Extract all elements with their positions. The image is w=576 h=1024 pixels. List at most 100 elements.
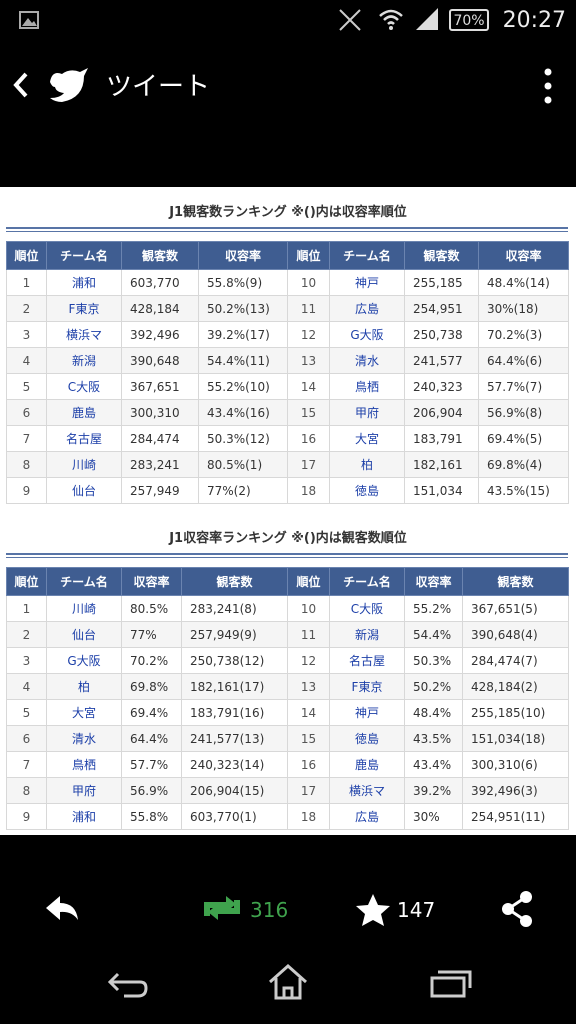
cell: 428,184(2) — [462, 673, 569, 700]
action-bar: 316 147 — [46, 891, 532, 1000]
back-button[interactable] — [13, 72, 28, 98]
cell: 367,651 — [121, 373, 199, 400]
cell: 284,474(7) — [462, 647, 569, 674]
cell: 284,474 — [121, 425, 199, 452]
row: 7 鳥栖 57.7% 240,323(14) 16 鹿島 43.4% 300,310(6) — [6, 751, 569, 778]
cell: 241,577(13) — [181, 725, 288, 752]
team-name: 名古屋 — [46, 425, 122, 452]
share-button[interactable] — [502, 891, 532, 927]
nav-home[interactable] — [269, 963, 307, 1000]
table-title: J1収容率ランキング ※()内は観客数順位 — [169, 531, 407, 546]
cell: 80.5% — [121, 595, 182, 622]
cell: 12 — [287, 321, 330, 348]
favorite-count: 147 — [397, 898, 435, 922]
team-name: 徳島 — [329, 477, 405, 504]
cell: 255,185(10) — [462, 699, 569, 726]
cell: 55.2%(10) — [198, 373, 288, 400]
team-name: 浦和 — [46, 803, 122, 830]
team-name: 仙台 — [46, 621, 122, 648]
cell: 1 — [6, 595, 47, 622]
cell: 283,241 — [121, 451, 199, 478]
retweet-button[interactable] — [204, 896, 240, 920]
cell: 54.4% — [404, 621, 463, 648]
row: 9 浦和 55.8% 603,770(1) 18 広島 30% 254,951(11) — [6, 803, 569, 830]
column-header: 収容率 — [404, 567, 463, 596]
cell: 18 — [287, 803, 330, 830]
rule — [6, 227, 568, 232]
cell: 7 — [6, 425, 47, 452]
team-name: 清水 — [329, 347, 405, 374]
team-name: 柏 — [329, 451, 405, 478]
cell: 255,185 — [404, 269, 479, 296]
cell: 16 — [287, 425, 330, 452]
clock: 20:27 — [503, 8, 566, 33]
cell: 43.4%(16) — [198, 399, 288, 426]
team-name: 鳥栖 — [46, 751, 122, 778]
cell: 43.5% — [404, 725, 463, 752]
cell: 5 — [6, 699, 47, 726]
team-name: 横浜マ — [329, 777, 405, 804]
cell: 367,651(5) — [462, 595, 569, 622]
team-name: 鹿島 — [329, 751, 405, 778]
column-header: 観客数 — [121, 241, 199, 270]
cell: 206,904(15) — [181, 777, 288, 804]
column-header: 観客数 — [404, 241, 479, 270]
header-row: 順位 チーム名 観客数 収容率 順位 チーム名 観客数 収容率 — [6, 241, 569, 270]
cell: 39.2% — [404, 777, 463, 804]
cell: 182,161(17) — [181, 673, 288, 700]
column-header: 順位 — [6, 241, 47, 270]
row: 8 甲府 56.9% 206,904(15) 17 横浜マ 39.2% 392,496(3) — [6, 777, 569, 804]
cell: 80.5%(1) — [198, 451, 288, 478]
team-name: 柏 — [46, 673, 122, 700]
row: 1 浦和 603,770 55.8%(9) 10 神戸 255,185 48.4%(14) — [6, 269, 569, 296]
row: 9 仙台 257,949 77%(2) 18 徳島 151,034 43.5%(15) — [6, 477, 569, 504]
row: 6 鹿島 300,310 43.4%(16) 15 甲府 206,904 56.9%(8) — [6, 399, 569, 426]
row: 1 川崎 80.5% 283,241(8) 10 C大阪 55.2% 367,651(5) — [6, 595, 569, 622]
row: 4 柏 69.8% 182,161(17) 13 F東京 50.2% 428,184(2) — [6, 673, 569, 700]
team-name: 川崎 — [46, 595, 122, 622]
cell: 7 — [6, 751, 47, 778]
reply-button[interactable] — [46, 896, 78, 920]
cell: 15 — [287, 399, 330, 426]
column-header: 収容率 — [478, 241, 569, 270]
team-name: 清水 — [46, 725, 122, 752]
cell: 50.2% — [404, 673, 463, 700]
row: 2 F東京 428,184 50.2%(13) 11 広島 254,951 30%(18) — [6, 295, 569, 322]
battery: 70% — [453, 13, 484, 29]
cell: 30% — [404, 803, 463, 830]
cell: 16 — [287, 751, 330, 778]
column-header: 観客数 — [181, 567, 288, 596]
column-header: 順位 — [6, 567, 47, 596]
cell: 6 — [6, 399, 47, 426]
row: 8 川崎 283,241 80.5%(1) 17 柏 182,161 69.8%(4) — [6, 451, 569, 478]
capacity-table: 順位 チーム名 収容率 観客数 順位 チーム名 収容率 観客数 1 川崎 80.5% 283,241(… — [6, 567, 569, 830]
team-name: C大阪 — [46, 373, 122, 400]
favorite-button[interactable] — [356, 894, 390, 926]
cell: 57.7%(7) — [478, 373, 569, 400]
cell: 8 — [6, 777, 47, 804]
cell: 183,791(16) — [181, 699, 288, 726]
cell: 151,034(18) — [462, 725, 569, 752]
cell: 48.4% — [404, 699, 463, 726]
column-header: 順位 — [287, 241, 330, 270]
column-header: チーム名 — [46, 567, 122, 596]
row: 6 清水 64.4% 241,577(13) 15 徳島 43.5% 151,034(18) — [6, 725, 569, 752]
column-header: 収容率 — [121, 567, 182, 596]
column-header: チーム名 — [329, 567, 405, 596]
retweet-count: 316 — [250, 898, 288, 922]
cell: 300,310 — [121, 399, 199, 426]
overflow-menu[interactable] — [536, 64, 560, 108]
team-name: G大阪 — [329, 321, 405, 348]
nav-back[interactable] — [107, 972, 148, 998]
cell: 64.4% — [121, 725, 182, 752]
team-name: C大阪 — [329, 595, 405, 622]
cell: 50.3%(12) — [198, 425, 288, 452]
twitter-logo — [50, 68, 88, 102]
cell: 240,323 — [404, 373, 479, 400]
cell: 250,738(12) — [181, 647, 288, 674]
cell: 250,738 — [404, 321, 479, 348]
cell: 257,949 — [121, 477, 199, 504]
nav-recents[interactable] — [430, 970, 472, 998]
column-header: 収容率 — [198, 241, 288, 270]
team-name: 鹿島 — [46, 399, 122, 426]
